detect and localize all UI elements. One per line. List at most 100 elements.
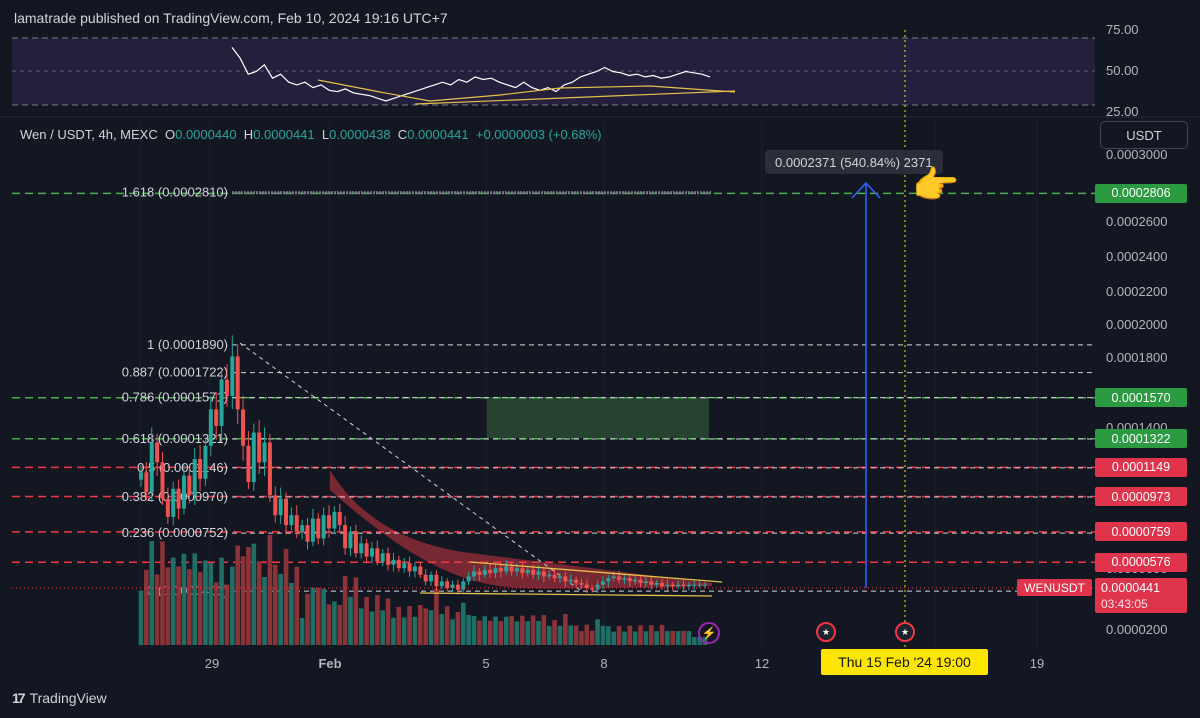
volume-bar (606, 626, 611, 645)
volume-bar (514, 621, 520, 645)
fib-level-label: 0.618 (0.0001321) (122, 431, 228, 446)
price-tick-label: 0.0002600 (1106, 214, 1167, 229)
candle-body (643, 581, 648, 584)
fib-level-label: 0.786 (0.0001571) (122, 390, 228, 405)
volume-bar (541, 615, 547, 645)
volume-bar (525, 621, 531, 645)
rsi-band (12, 38, 1095, 105)
candle-body (321, 515, 326, 539)
candle-body (257, 432, 262, 463)
volume-bar (165, 567, 171, 645)
upper-trendline (469, 561, 723, 583)
candle-body (305, 525, 310, 542)
volume-bar (482, 616, 488, 645)
volume-bar (267, 535, 273, 645)
candle-body (654, 583, 659, 585)
rsi-line (231, 47, 711, 102)
us-flag-icon[interactable]: ★ (895, 622, 915, 642)
volume-bar (353, 577, 359, 645)
candle-body (515, 568, 519, 572)
bar-countdown: 03:43:05 (1101, 596, 1148, 611)
candle-body (531, 569, 536, 575)
candle-body (176, 488, 181, 509)
volume-bar (364, 596, 369, 645)
candle-body (568, 579, 573, 582)
candle-body (418, 566, 423, 575)
volume-bar (434, 588, 439, 645)
candle-body (284, 498, 289, 526)
candle-body (316, 518, 321, 539)
candle-body (251, 432, 256, 483)
candle-body (579, 583, 584, 585)
us-flag-icon[interactable]: ★ (816, 622, 836, 642)
volume-bar (681, 630, 686, 645)
candle-body (638, 579, 643, 584)
symbol-legend: Wen / USDT, 4h, MEXC O0.0000440 H0.00004… (20, 127, 602, 142)
volume-bar (552, 620, 557, 645)
candle-body (208, 409, 213, 446)
symbol-price-tag: WENUSDT (1017, 579, 1092, 596)
volume-bar (460, 602, 466, 645)
low-value: 0.0000438 (329, 127, 391, 142)
level-price-tag: 0.0002806 (1095, 183, 1187, 203)
rsi-ma-line (317, 79, 736, 102)
volume-bar (407, 606, 412, 645)
candle-body (294, 515, 299, 532)
candle-body (375, 548, 380, 562)
candle-body (224, 379, 229, 397)
volume-bar (627, 625, 633, 645)
volume-bar (665, 631, 670, 645)
candle-body (160, 462, 165, 499)
volume-bar (643, 631, 649, 645)
rsi-tick-label: 75.00 (1106, 22, 1139, 37)
candle-body (660, 583, 665, 587)
volume-bar (670, 630, 676, 645)
candle-body (337, 511, 342, 526)
volume-bar (326, 604, 332, 645)
candle-body (445, 581, 450, 588)
brand-name: TradingView (29, 690, 107, 706)
volume-bar (337, 605, 343, 645)
candle-body (219, 379, 224, 426)
candle-body (348, 531, 353, 549)
volume-bar (686, 631, 692, 645)
candle-body (493, 568, 498, 574)
volume-bar (256, 561, 262, 645)
level-price-tag: 0.0000973 (1095, 487, 1187, 507)
volume-bar (342, 575, 348, 645)
candle-body (165, 498, 170, 517)
lightning-icon[interactable]: ⚡ (698, 622, 720, 644)
volume-bar (240, 556, 246, 645)
volume-bar (444, 606, 450, 645)
candle-body (171, 488, 176, 517)
level-price-tag: 0.0001570 (1095, 388, 1187, 408)
fib-diagonal (239, 342, 581, 591)
candle-body (402, 563, 407, 569)
candle-body (434, 574, 439, 587)
lower-trendline (419, 592, 713, 597)
currency-button[interactable]: USDT (1100, 121, 1188, 149)
volume-bar (622, 631, 627, 645)
volume-bar (498, 621, 504, 645)
volume-bar (230, 566, 235, 645)
volume-bar (181, 553, 187, 645)
grid (139, 120, 1038, 648)
candle-body (155, 442, 160, 463)
volume-bar (487, 620, 493, 645)
candle-body (144, 472, 149, 493)
candle-body (686, 584, 691, 587)
volume-bar (611, 631, 616, 645)
volume-bars (138, 535, 708, 645)
candle-body (617, 576, 622, 580)
volume-bar (520, 615, 525, 645)
rsi-pane: 75.00 50.00 25.00 (12, 22, 1139, 119)
tradingview-logo-icon: 17 (12, 690, 26, 706)
price-tick-label: 0.0002400 (1106, 249, 1167, 264)
volume-bar (546, 625, 552, 645)
volume-bar (197, 572, 203, 645)
candle-body (267, 442, 272, 496)
volume-bar (348, 596, 353, 645)
candle-body (396, 559, 401, 569)
measure-arrow (851, 181, 881, 588)
